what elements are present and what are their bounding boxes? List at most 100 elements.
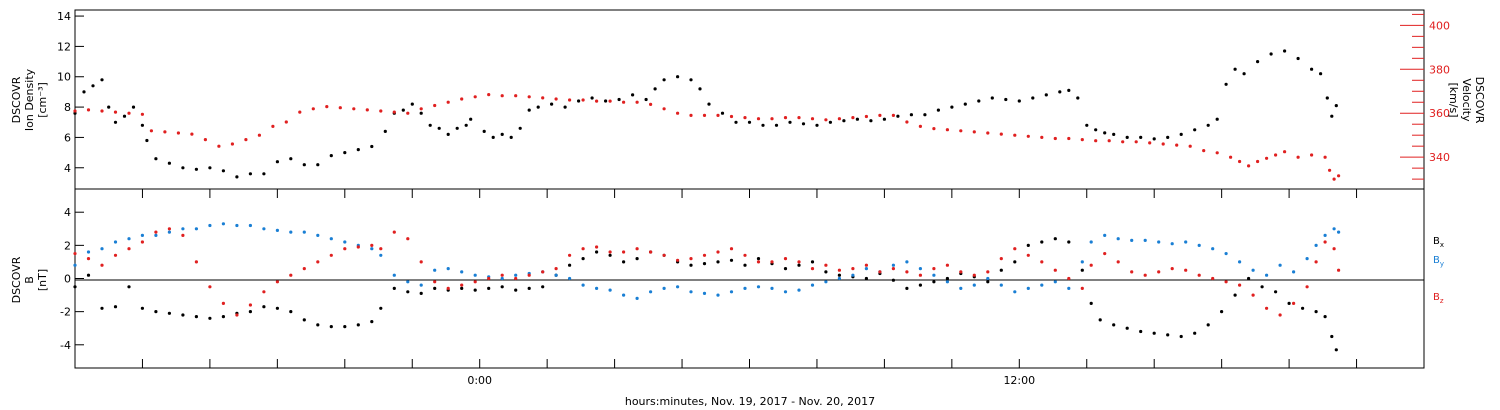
density-point [828,120,833,124]
bx-point [1301,306,1305,310]
velocity-point [352,107,356,111]
bz-point [289,273,293,277]
density-point [815,123,819,127]
by-point [100,247,104,251]
bx-point [595,250,599,254]
density-point [235,175,239,179]
velocity-point [217,144,221,148]
density-point [248,172,252,176]
by-point [473,273,477,277]
velocity-point [73,109,77,113]
velocity-point [1161,142,1165,146]
velocity-point [127,111,131,115]
bx-point [127,285,131,289]
bx-point [729,258,734,262]
bz-point [1067,276,1071,281]
legend-bx: Bx [1433,236,1444,249]
density-point [617,97,621,102]
bx-point [406,290,410,294]
bz-point [527,273,531,277]
by-point [419,283,423,287]
bz-point [194,260,198,264]
density-point [482,129,486,133]
velocity-point [379,109,383,113]
velocity-point [1265,156,1269,160]
density-point [1269,52,1273,56]
velocity-point [824,118,828,122]
velocity-point [1134,140,1138,144]
density-point [107,105,111,109]
bz-point [302,267,306,271]
density-point [869,119,873,123]
density-point [73,111,77,115]
density-point [410,102,414,106]
bz-point [100,263,104,267]
b-tick-label: 0 [64,273,71,286]
bz-point [1053,268,1057,272]
bz-point [1278,313,1282,317]
by-point [1292,270,1296,274]
velocity-point [878,113,882,117]
density-point [662,78,666,82]
velocity-point [635,100,639,104]
velocity-point [918,124,923,128]
bz-point [541,270,545,274]
by-point [959,286,963,290]
bx-point [289,310,293,314]
by-point [127,237,131,241]
velocity-point [190,132,194,136]
velocity-point [581,98,585,102]
density-point [401,108,405,112]
bx-point [419,291,423,295]
density-point [509,135,513,139]
by-point [379,253,383,257]
density-point [1031,96,1035,100]
by-point [702,291,707,295]
bx-point [221,315,225,319]
velocity-point [541,96,545,100]
bx-point [1026,243,1030,247]
by-point [262,227,266,231]
density-point [604,99,608,103]
bottom-left-axis: -4 -2 0 2 4 [60,206,84,352]
by-point [316,233,320,237]
by-point [756,285,761,289]
b-tick-label: -4 [60,339,71,352]
velocity-point [905,120,909,124]
density-point [419,111,423,115]
bz-point [370,243,374,247]
density-point [1325,96,1329,100]
bx-point [370,320,374,324]
x-axis-label: hours:minutes, Nov. 19, 2017 - Nov. 20, … [625,395,875,408]
density-point [1058,90,1062,94]
bz-point [729,247,734,251]
density-point [631,93,635,97]
by-point [986,276,990,281]
bx-point [864,276,869,281]
by-point [167,230,171,234]
bz-point [1251,293,1255,297]
bx-point [1179,334,1183,339]
bz-point [73,252,77,256]
bx-point [262,305,266,309]
by-point [194,227,198,231]
density-point [1085,123,1089,127]
velocity-point [1310,153,1314,157]
by-point [783,290,788,294]
bz-point [446,286,450,290]
bz-point [1130,270,1134,274]
by-point [433,268,437,272]
bz-point [1323,240,1327,244]
velocity-point [1296,155,1300,159]
density-point [428,123,432,127]
bx-point [945,276,950,281]
bz-point [316,260,320,264]
velocity-series [73,93,1341,181]
velocity-point [932,127,936,131]
bz-point [1170,267,1174,271]
velocity-point [230,142,234,146]
bx-point [113,305,118,309]
legend-bz: Bz [1433,292,1444,305]
x-tick-label: 12:00 [1003,374,1035,387]
velocity-point [1274,153,1278,157]
